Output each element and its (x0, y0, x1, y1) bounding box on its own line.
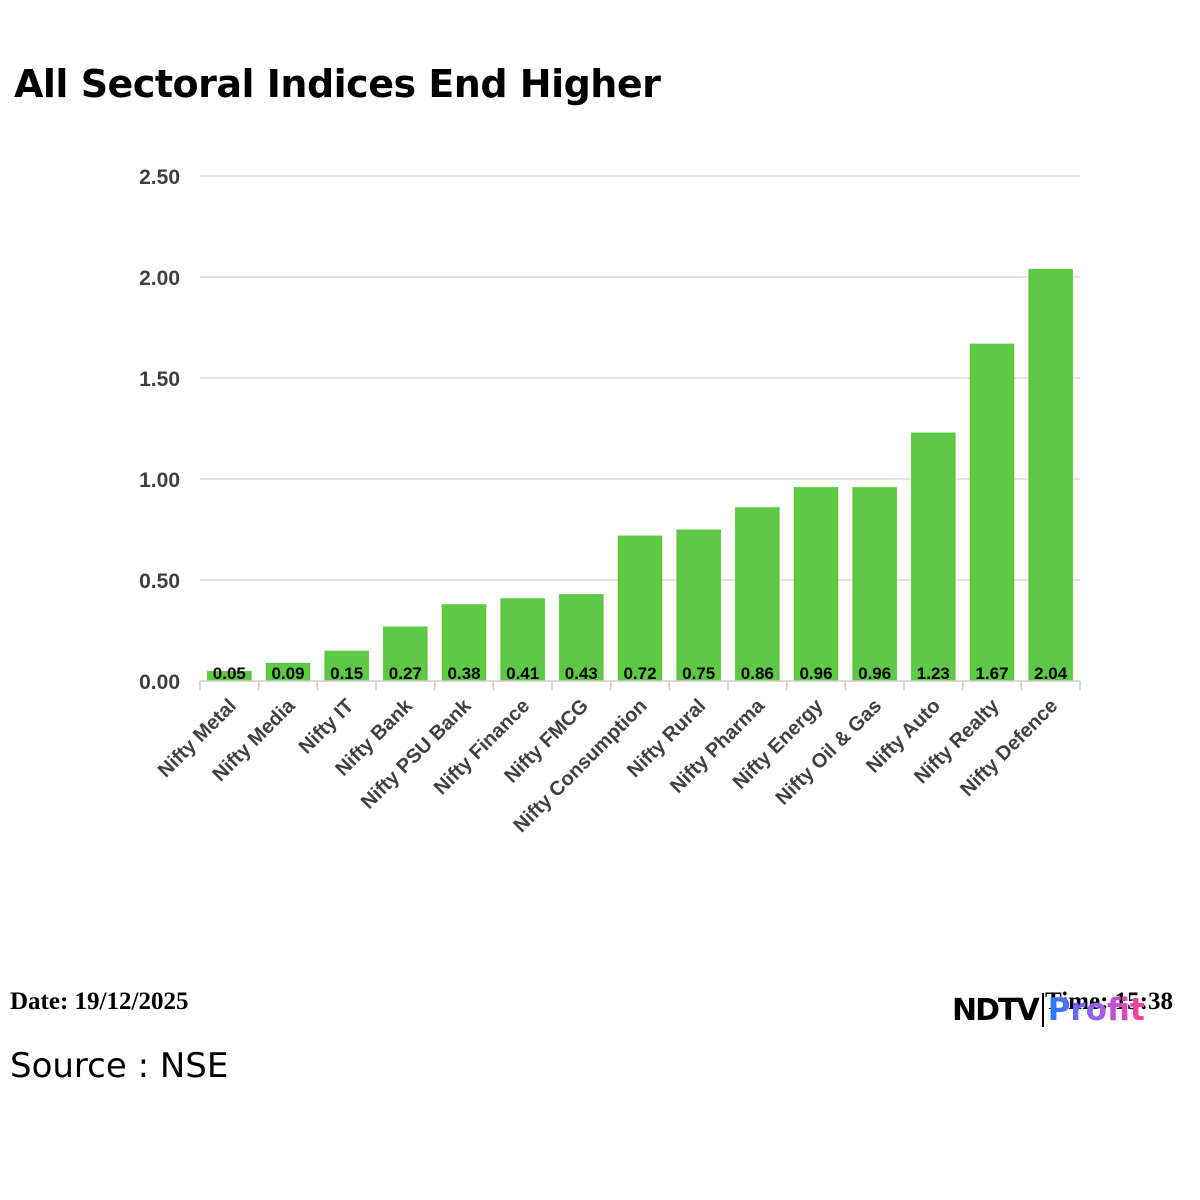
data-label: 0.09 (271, 664, 304, 683)
bar (969, 343, 1015, 681)
bar (441, 604, 487, 681)
bar (1028, 268, 1073, 681)
bar (324, 650, 369, 681)
data-label: 0.41 (506, 664, 539, 683)
data-label: 1.67 (975, 664, 1008, 683)
source-label: Source : NSE (10, 1046, 229, 1086)
y-tick-label: 1.50 (139, 368, 180, 391)
chart-title: All Sectoral Indices End Higher (14, 62, 661, 106)
data-label: 0.96 (858, 664, 891, 683)
bar (793, 487, 839, 681)
logo-divider (1041, 993, 1044, 1027)
bar (852, 487, 897, 681)
bar-chart: 0.00 0.50 1.00 1.50 2.00 2.50 0.05 0.09 0.15 0.27… (139, 166, 1081, 837)
data-label: 1.23 (917, 664, 950, 683)
x-tick-label: Nifty PSU Bank (357, 694, 476, 813)
y-tick-label: 2.50 (139, 166, 180, 189)
bar (265, 662, 311, 681)
time-label: Time: 15:38 (1045, 988, 1173, 1016)
x-tick-label: Nifty Oil & Gas (772, 695, 887, 810)
ndtv-profit-logo: NDTV Profit (952, 990, 1145, 1030)
y-tick-label: 1.00 (139, 469, 180, 492)
bar (617, 535, 663, 681)
bar (207, 670, 252, 681)
data-label: 0.96 (799, 664, 832, 683)
data-label: 0.86 (741, 664, 774, 683)
bar (911, 432, 956, 681)
logo-ndtv-text: NDTV (952, 992, 1040, 1028)
data-label: 2.04 (1034, 664, 1068, 683)
data-label: 0.27 (389, 664, 422, 683)
bar (500, 598, 545, 681)
date-label: Date: 19/12/2025 (10, 988, 189, 1015)
y-tick-label: 2.00 (139, 267, 180, 290)
data-label: 0.43 (565, 664, 598, 683)
y-tick-label: 0.00 (139, 671, 180, 694)
y-tick-label: 0.50 (139, 570, 180, 593)
logo-profit-text: Profit (1047, 992, 1145, 1028)
data-label: 0.15 (330, 664, 363, 683)
bar (383, 626, 428, 681)
bar (735, 507, 780, 681)
data-label: 0.75 (682, 664, 715, 683)
data-label: 0.72 (623, 664, 656, 683)
bar (676, 529, 721, 681)
data-label: 0.38 (447, 664, 480, 683)
data-label: 0.05 (213, 664, 246, 683)
bar (559, 594, 604, 681)
